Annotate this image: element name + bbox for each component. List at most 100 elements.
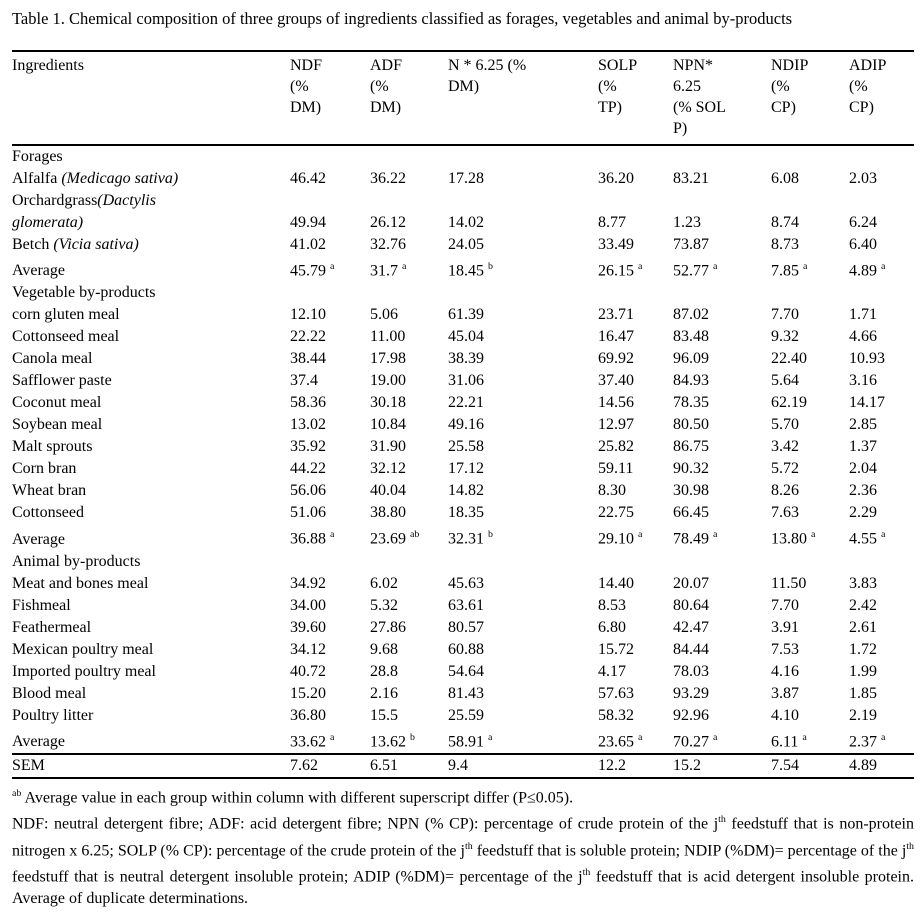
group-row: Forages	[12, 145, 914, 168]
value-cell: 4.16	[771, 662, 799, 680]
value-cell: 32.76	[370, 236, 406, 253]
table-row: Cottonseed meal 22.22 11.00 45.04 16.47 83.48…	[12, 326, 914, 348]
table-row: Orchardgrass(Dactylis glomerata) 49.94 26.…	[12, 190, 914, 234]
value-cell: 1.72	[849, 640, 877, 658]
value-cell: 2.42	[849, 596, 877, 614]
table-row: Cottonseed 51.06 38.80 18.35 22.75 66.45 7.63 2…	[12, 502, 914, 524]
value-cell: 28.8	[370, 662, 398, 680]
value-cell: 6.51	[370, 752, 448, 778]
row-label: corn gluten meal	[12, 306, 120, 324]
value-cell: 13.62 b	[370, 731, 415, 750]
value-cell: 2.37 a	[849, 731, 886, 750]
value-cell: 63.61	[448, 596, 484, 614]
value-cell: 15.2	[673, 752, 771, 778]
value-cell: 12.10	[290, 306, 326, 324]
value-cell: 15.5	[370, 706, 398, 724]
value-cell: 25.58	[448, 438, 484, 456]
value-cell: 5.06	[370, 306, 398, 324]
row-label: Canola meal	[12, 350, 93, 368]
value-cell: 33.62 a	[290, 731, 335, 750]
value-cell: 1.99	[849, 662, 877, 680]
value-cell: 25.59	[448, 706, 484, 724]
value-cell: 31.06	[448, 372, 484, 390]
table-row: Poultry litter 36.80 15.5 25.59 58.32 92.96 4.…	[12, 705, 914, 727]
table-row: Alfalfa (Medicago sativa) 46.42 36.22 17.28…	[12, 168, 914, 190]
value-cell: 8.73	[771, 236, 799, 253]
column-header: ADIP (% CP)	[849, 51, 914, 146]
value-cell: 6.08	[771, 170, 799, 187]
value-cell: 4.55 a	[849, 529, 886, 548]
value-cell: 7.62	[290, 752, 370, 778]
table-row: Average 33.62 a 13.62 b 58.91 a 23.65 a 70.27…	[12, 727, 914, 754]
value-cell: 9.68	[370, 640, 398, 658]
value-cell: 27.86	[370, 618, 406, 636]
value-cell: 5.64	[771, 372, 799, 390]
value-cell: 86.75	[673, 438, 709, 456]
value-cell: 7.70	[771, 596, 799, 614]
value-cell: 17.98	[370, 350, 406, 368]
value-cell: 4.89 a	[849, 261, 886, 280]
value-cell: 51.06	[290, 504, 326, 522]
value-cell: 66.45	[673, 504, 709, 522]
table-row: Meat and bones meal 34.92 6.02 45.63 14.40 20…	[12, 573, 914, 595]
value-cell: 90.32	[673, 460, 709, 478]
value-cell: 29.10 a	[598, 529, 643, 548]
row-label: Mexican poultry meal	[12, 640, 154, 658]
value-cell: 8.77	[598, 214, 626, 231]
table-footnotes: ab Average value in each group within co…	[12, 783, 914, 910]
value-cell: 8.74	[771, 214, 799, 231]
group-label: Animal by-products	[12, 552, 141, 570]
value-cell: 7.53	[771, 640, 799, 658]
value-cell: 41.02	[290, 236, 326, 253]
value-cell: 84.44	[673, 640, 709, 658]
value-cell: 22.22	[290, 328, 326, 346]
group-label: Forages	[12, 148, 63, 165]
row-label: Poultry litter	[12, 706, 94, 724]
value-cell: 34.12	[290, 640, 326, 658]
value-cell: 7.70	[771, 306, 799, 324]
header-row: Ingredients NDF (% DM) ADF (% DM) N * 6.25 …	[12, 51, 914, 146]
value-cell: 10.84	[370, 416, 406, 434]
value-cell: 54.64	[448, 662, 484, 680]
value-cell: 7.54	[771, 752, 849, 778]
value-cell: 58.32	[598, 706, 634, 724]
row-label: SEM	[12, 752, 290, 778]
value-cell: 9.4	[448, 752, 598, 778]
composition-table: Ingredients NDF (% DM) ADF (% DM) N * 6.25 …	[12, 50, 914, 779]
row-label: Safflower paste	[12, 372, 112, 390]
column-header: N * 6.25 (% DM)	[448, 51, 598, 146]
value-cell: 14.82	[448, 482, 484, 500]
value-cell: 7.85 a	[771, 261, 808, 280]
value-cell: 6.40	[849, 236, 877, 253]
table-row: Mexican poultry meal 34.12 9.68 60.88 15.72 8…	[12, 639, 914, 661]
value-cell: 61.39	[448, 306, 484, 324]
value-cell: 32.12	[370, 460, 406, 478]
value-cell: 4.66	[849, 328, 877, 346]
group-row: Vegetable by-products	[12, 282, 914, 304]
value-cell: 23.65 a	[598, 731, 643, 750]
value-cell: 5.32	[370, 596, 398, 614]
value-cell: 11.00	[370, 328, 406, 346]
value-cell: 3.87	[771, 684, 799, 702]
row-label: Blood meal	[12, 684, 87, 702]
column-header: NPN* 6.25 (% SOL P)	[673, 51, 771, 146]
value-cell: 31.90	[370, 438, 406, 456]
value-cell: 8.53	[598, 596, 626, 614]
value-cell: 45.79 a	[290, 261, 335, 280]
value-cell: 23.69 ab	[370, 529, 420, 548]
value-cell: 11.50	[771, 574, 807, 592]
table-row: Average 36.88 a 23.69 ab 32.31 b 29.10 a 78.4…	[12, 524, 914, 550]
value-cell: 34.92	[290, 574, 326, 592]
row-label: Soybean meal	[12, 416, 103, 434]
value-cell: 2.03	[849, 170, 877, 187]
row-label: Coconut meal	[12, 394, 102, 412]
table-row: Soybean meal 13.02 10.84 49.16 12.97 80.50 5.7…	[12, 414, 914, 436]
value-cell: 60.88	[448, 640, 484, 658]
row-label: Cottonseed	[12, 504, 84, 522]
value-cell: 69.92	[598, 350, 634, 368]
value-cell: 57.63	[598, 684, 634, 702]
value-cell: 36.88 a	[290, 529, 335, 548]
value-cell: 38.39	[448, 350, 484, 368]
value-cell: 42.47	[673, 618, 709, 636]
